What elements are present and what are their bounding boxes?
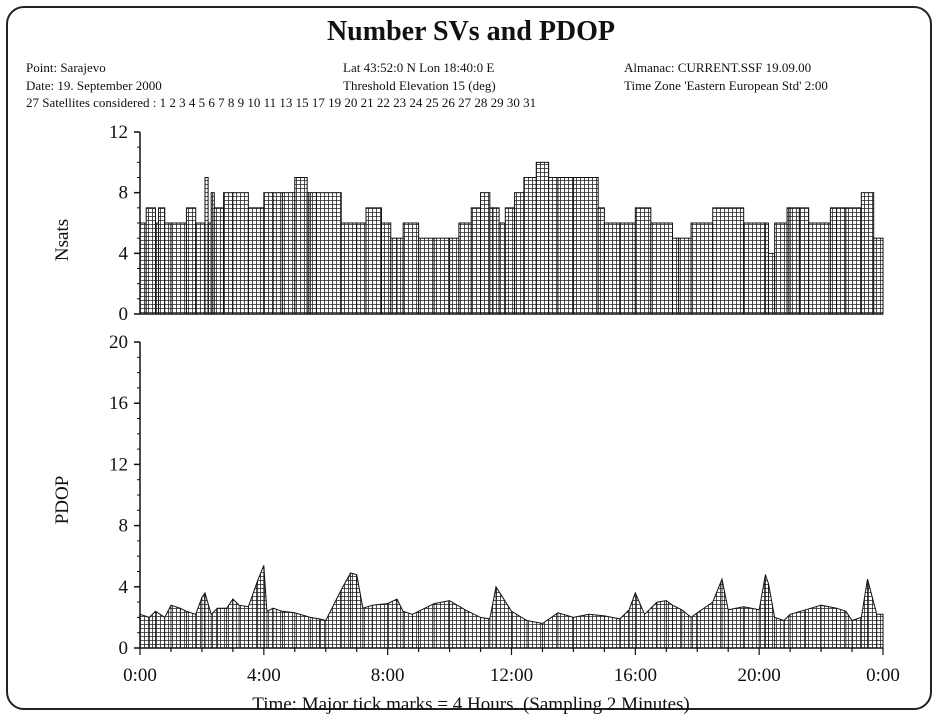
nsats-axis-label: Nsats xyxy=(52,219,73,261)
y-tick-label: 0 xyxy=(119,638,129,659)
nsats-bar xyxy=(449,237,460,315)
satellites-label: 27 Satellites considered : 1 2 3 4 5 6 7… xyxy=(26,95,537,110)
y-tick-label: 16 xyxy=(109,393,128,414)
nsats-bar xyxy=(139,222,147,315)
x-tick-label: 16:00 xyxy=(614,665,657,686)
nsats-bar xyxy=(458,222,472,315)
nsats-bar xyxy=(232,192,249,315)
nsats-bar xyxy=(272,192,283,315)
nsats-bar xyxy=(213,207,225,315)
nsats-bar xyxy=(767,252,776,315)
y-tick-label: 4 xyxy=(119,243,129,264)
nsats-bar xyxy=(433,237,451,315)
nsats-bar xyxy=(396,237,404,315)
nsats-bar xyxy=(712,207,745,315)
nsats-bar xyxy=(365,207,382,315)
nsats-bar xyxy=(356,222,367,315)
nsats-bar xyxy=(743,222,766,315)
nsats-bar xyxy=(309,192,317,315)
pdop-panel: 0 4 8 12 16 20 xyxy=(109,332,884,659)
x-tick-label: 12:00 xyxy=(490,665,533,686)
time-axis: 0:00 4:00 8:00 12:00 16:00 20:00 0:00 xyxy=(123,648,900,686)
y-tick-label: 12 xyxy=(109,122,128,143)
point-label: Point: Sarajevo xyxy=(26,60,106,75)
nsats-bar xyxy=(504,207,516,315)
nsats-bar xyxy=(678,237,692,315)
nsats-bar xyxy=(380,222,392,315)
nsats-bar xyxy=(170,222,187,315)
nsats-bar xyxy=(195,222,206,315)
nsats-bar xyxy=(557,177,574,315)
nsats-bar xyxy=(402,222,420,315)
y-tick-label: 20 xyxy=(109,332,128,353)
nsats-bar xyxy=(548,177,559,315)
x-tick-label: 0:00 xyxy=(123,665,157,686)
y-tick-label: 8 xyxy=(119,183,129,204)
chart-title: Number SVs and PDOP xyxy=(326,16,616,47)
nsats-bar xyxy=(619,222,636,315)
y-tick-label: 8 xyxy=(119,516,129,537)
nsats-bar xyxy=(572,177,599,315)
nsats-bar xyxy=(263,192,274,315)
x-tick-label: 0:00 xyxy=(866,665,900,686)
nsats-bar xyxy=(158,207,166,315)
nsats-bar xyxy=(798,207,810,315)
nsats-bar xyxy=(514,192,525,315)
latlon-label: Lat 43:52:0 N Lon 18:40:0 E xyxy=(343,60,495,75)
nsats-bar xyxy=(671,237,680,315)
nsats-bar xyxy=(480,192,491,315)
nsats-bar xyxy=(774,222,788,315)
nsats-bar xyxy=(294,177,308,315)
nsats-bar xyxy=(523,177,537,315)
almanac-label: Almanac: CURRENT.SSF 19.09.00 xyxy=(624,60,812,75)
nsats-bar xyxy=(390,237,398,315)
nsats-bar xyxy=(634,207,652,315)
nsats-bar xyxy=(603,222,621,315)
nsats-bar xyxy=(164,222,172,315)
y-tick-label: 4 xyxy=(119,577,129,598)
nsats-bar xyxy=(860,192,875,315)
nsats-bar xyxy=(498,222,506,315)
nsats-bar xyxy=(145,207,156,315)
x-tick-label: 4:00 xyxy=(247,665,281,686)
x-tick-label: 20:00 xyxy=(738,665,781,686)
nsats-bar xyxy=(808,222,831,315)
timezone-label: Time Zone 'Eastern European Std' 2:00 xyxy=(624,78,828,93)
nsats-bar xyxy=(535,161,550,315)
nsats-bar xyxy=(492,207,500,315)
nsats-bar xyxy=(789,207,800,315)
nsats-bar xyxy=(690,222,714,315)
nsats-bar xyxy=(470,207,482,315)
nsats-bar xyxy=(315,192,342,315)
threshold-label: Threshold Elevation 15 (deg) xyxy=(343,78,496,93)
nsats-bar xyxy=(597,207,605,315)
nsats-bar xyxy=(247,207,265,315)
nsats-bar xyxy=(185,207,197,315)
nsats-bar xyxy=(281,192,296,315)
x-axis-label: Time: Major tick marks = 4 Hours. (Sampl… xyxy=(252,694,690,715)
y-tick-label: 0 xyxy=(119,304,129,325)
nsats-bar xyxy=(340,222,358,315)
nsats-bar xyxy=(829,207,838,315)
nsats-bar xyxy=(418,237,435,315)
nsats-bar xyxy=(223,192,234,315)
date-label: Date: 19. September 2000 xyxy=(26,78,162,93)
nsats-bar xyxy=(873,237,884,315)
pdop-axis-label: PDOP xyxy=(52,476,73,525)
chart-frame xyxy=(6,6,932,710)
nsats-bar xyxy=(836,207,847,315)
x-tick-label: 8:00 xyxy=(371,665,405,686)
y-tick-label: 12 xyxy=(109,454,128,475)
nsats-bar xyxy=(650,222,673,315)
nsats-panel: 0 4 8 12 xyxy=(109,122,884,325)
nsats-bar xyxy=(845,207,862,315)
